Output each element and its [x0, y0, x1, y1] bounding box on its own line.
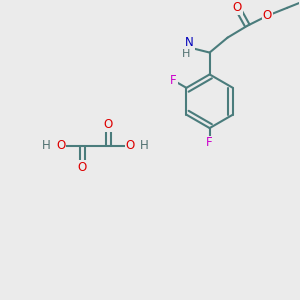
- Text: O: O: [125, 140, 135, 152]
- Text: F: F: [170, 74, 177, 87]
- Text: N: N: [185, 36, 194, 49]
- Text: H: H: [182, 49, 190, 58]
- Text: O: O: [103, 118, 113, 130]
- Text: H: H: [140, 140, 148, 152]
- Text: O: O: [56, 140, 65, 152]
- Text: H: H: [42, 140, 51, 152]
- Text: O: O: [233, 1, 242, 14]
- Text: O: O: [262, 9, 272, 22]
- Text: F: F: [206, 136, 213, 149]
- Text: O: O: [78, 161, 87, 174]
